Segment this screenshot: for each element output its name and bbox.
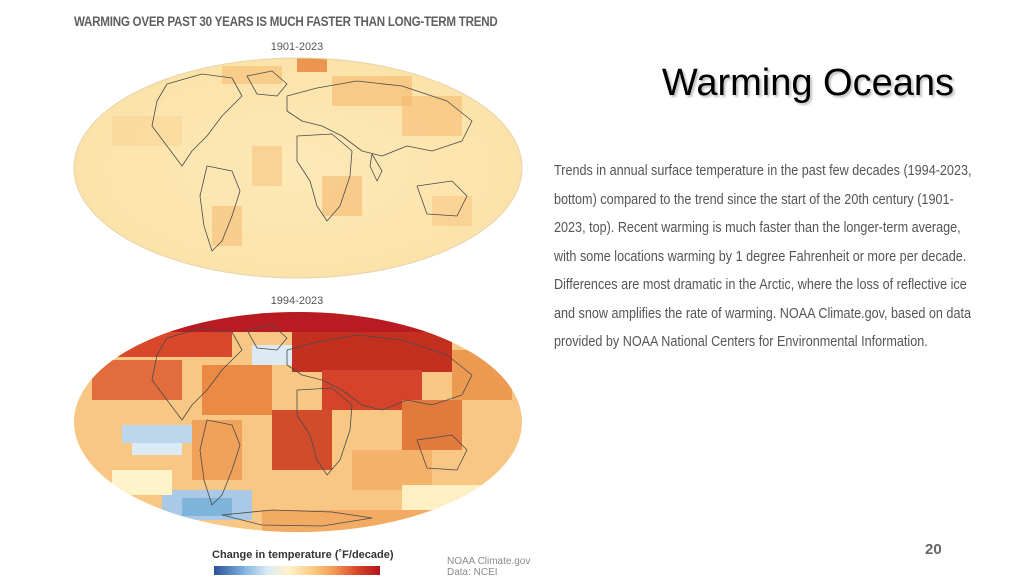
slide-title: Warming Oceans — [661, 62, 954, 104]
credit-data: Data: NCEI — [447, 567, 498, 578]
credit-source: NOAA Climate.gov — [447, 556, 531, 567]
legend-title: Change in temperature (˚F/decade) — [212, 549, 394, 561]
page-number: 20 — [925, 541, 942, 558]
map-label-bottom: 1994-2023 — [270, 295, 324, 307]
world-map-bottom — [74, 312, 522, 532]
figure-title: WARMING OVER PAST 30 YEARS IS MUCH FASTE… — [74, 14, 498, 29]
world-map-top — [73, 57, 523, 279]
legend-color-bar — [214, 566, 380, 575]
map-label-top: 1901-2023 — [270, 41, 324, 53]
slide-body-text: Trends in annual surface temperature in … — [554, 163, 972, 350]
